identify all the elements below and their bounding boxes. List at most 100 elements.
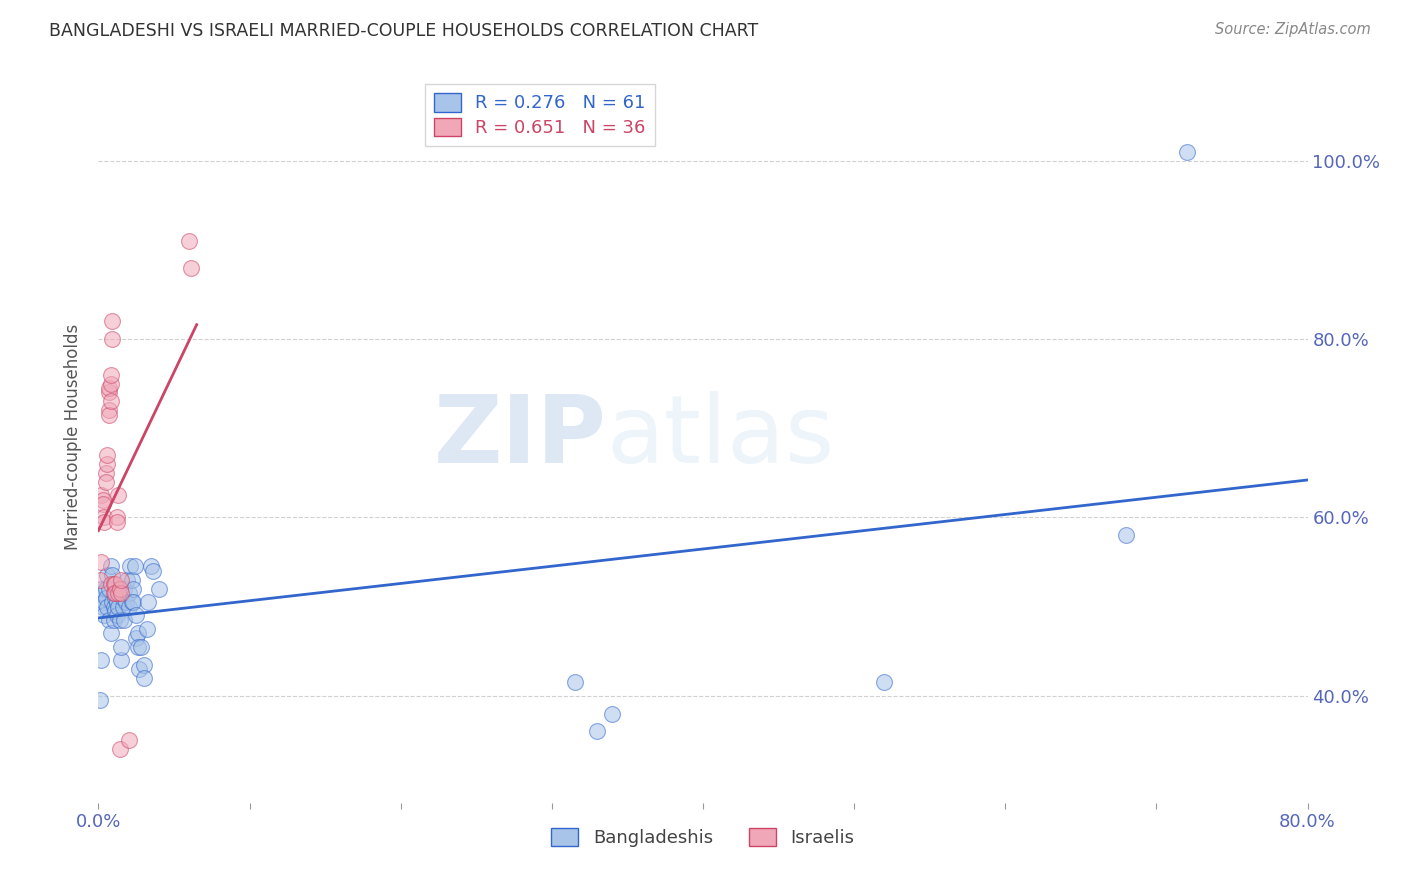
Point bbox=[124, 559, 146, 574]
Point bbox=[104, 586, 127, 600]
Point bbox=[118, 733, 141, 747]
Point bbox=[110, 573, 132, 587]
Text: atlas: atlas bbox=[606, 391, 835, 483]
Point bbox=[93, 608, 115, 623]
Text: Source: ZipAtlas.com: Source: ZipAtlas.com bbox=[1215, 22, 1371, 37]
Point bbox=[129, 640, 152, 654]
Point bbox=[107, 586, 129, 600]
Point bbox=[98, 613, 121, 627]
Point bbox=[89, 573, 111, 587]
Point bbox=[90, 582, 112, 596]
Point bbox=[100, 368, 122, 382]
Point bbox=[104, 591, 127, 605]
Point bbox=[96, 568, 118, 582]
Point bbox=[141, 559, 163, 574]
Point bbox=[602, 706, 624, 721]
Text: BANGLADESHI VS ISRAELI MARRIED-COUPLE HOUSEHOLDS CORRELATION CHART: BANGLADESHI VS ISRAELI MARRIED-COUPLE HO… bbox=[49, 22, 758, 40]
Text: ZIP: ZIP bbox=[433, 391, 606, 483]
Point bbox=[110, 653, 132, 667]
Point bbox=[118, 599, 141, 614]
Point bbox=[586, 724, 609, 739]
Point bbox=[132, 671, 155, 685]
Point bbox=[91, 599, 114, 614]
Point bbox=[121, 573, 143, 587]
Point bbox=[96, 457, 118, 471]
Point bbox=[98, 403, 121, 417]
Point bbox=[1175, 145, 1198, 159]
Point bbox=[103, 599, 125, 614]
Point bbox=[110, 640, 132, 654]
Point bbox=[89, 693, 111, 707]
Point bbox=[564, 675, 586, 690]
Point bbox=[111, 591, 134, 605]
Point bbox=[115, 573, 138, 587]
Point bbox=[142, 564, 165, 578]
Point bbox=[1115, 528, 1137, 542]
Point bbox=[105, 515, 128, 529]
Point bbox=[94, 475, 117, 489]
Point bbox=[100, 394, 122, 409]
Point bbox=[93, 510, 115, 524]
Point bbox=[100, 626, 122, 640]
Point bbox=[180, 260, 202, 275]
Point bbox=[104, 604, 127, 618]
Point bbox=[111, 599, 134, 614]
Point bbox=[122, 595, 145, 609]
Point bbox=[96, 599, 118, 614]
Point bbox=[100, 376, 122, 391]
Point bbox=[127, 640, 149, 654]
Point bbox=[120, 559, 142, 574]
Legend: Bangladeshis, Israelis: Bangladeshis, Israelis bbox=[543, 819, 863, 856]
Point bbox=[136, 595, 159, 609]
Point bbox=[122, 582, 145, 596]
Point bbox=[100, 559, 122, 574]
Point bbox=[93, 515, 115, 529]
Point bbox=[90, 555, 112, 569]
Point bbox=[108, 742, 131, 756]
Point bbox=[105, 510, 128, 524]
Point bbox=[121, 595, 143, 609]
Point bbox=[135, 622, 157, 636]
Point bbox=[114, 595, 136, 609]
Point bbox=[128, 662, 150, 676]
Point bbox=[107, 599, 129, 614]
Point bbox=[179, 234, 201, 248]
Point bbox=[118, 586, 141, 600]
Point bbox=[101, 568, 124, 582]
Point bbox=[108, 613, 131, 627]
Point bbox=[127, 626, 149, 640]
Point bbox=[90, 488, 112, 502]
Point bbox=[98, 582, 121, 596]
Point bbox=[103, 577, 125, 591]
Point bbox=[91, 492, 114, 507]
Point bbox=[90, 653, 112, 667]
Point bbox=[108, 582, 131, 596]
Point bbox=[91, 586, 114, 600]
Point bbox=[93, 595, 115, 609]
Point bbox=[148, 582, 170, 596]
Point bbox=[98, 408, 121, 422]
Point bbox=[125, 631, 148, 645]
Point bbox=[107, 582, 129, 596]
Point bbox=[105, 608, 128, 623]
Point bbox=[125, 608, 148, 623]
Point bbox=[94, 582, 117, 596]
Point bbox=[103, 613, 125, 627]
Point bbox=[101, 332, 124, 346]
Y-axis label: Married-couple Households: Married-couple Households bbox=[65, 324, 83, 550]
Point bbox=[94, 466, 117, 480]
Point bbox=[96, 448, 118, 462]
Point bbox=[91, 497, 114, 511]
Point bbox=[873, 675, 896, 690]
Point bbox=[105, 595, 128, 609]
Point bbox=[112, 582, 135, 596]
Point bbox=[110, 586, 132, 600]
Point bbox=[103, 586, 125, 600]
Point bbox=[101, 595, 124, 609]
Point bbox=[100, 577, 122, 591]
Point bbox=[98, 385, 121, 400]
Point bbox=[112, 613, 135, 627]
Point bbox=[107, 488, 129, 502]
Point bbox=[104, 577, 127, 591]
Point bbox=[101, 314, 124, 328]
